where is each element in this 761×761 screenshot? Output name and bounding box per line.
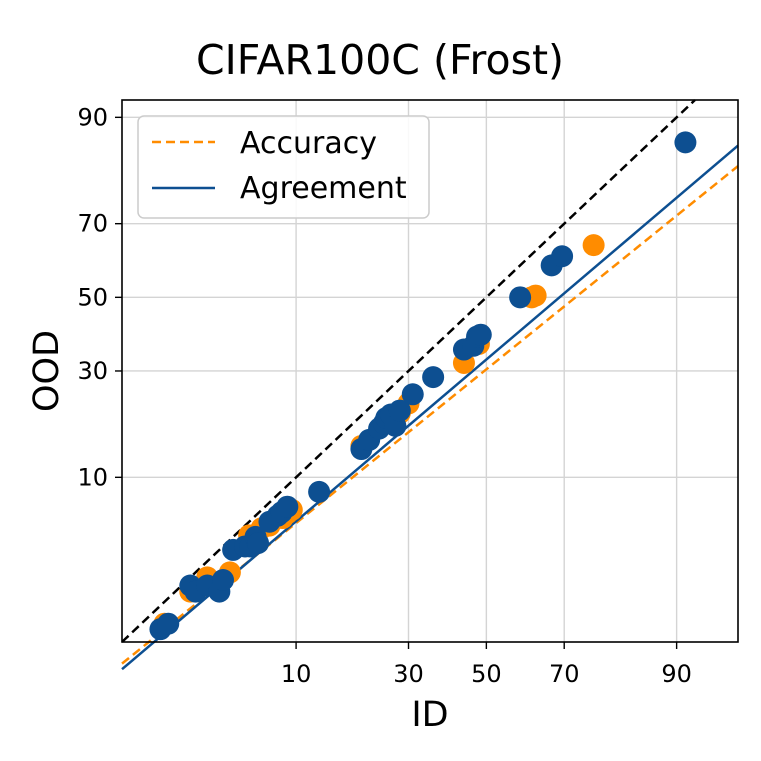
agreement-point [401,383,424,406]
y-tick-label: 70 [77,210,108,238]
legend: Accuracy Agreement [137,115,430,219]
y-tick-label: 90 [77,103,108,131]
diagonal-line [121,99,696,643]
x-tick-label: 30 [393,660,424,688]
agreement-point [157,612,180,635]
reference-diagonal [121,99,696,643]
y-tick-label: 50 [77,283,108,311]
axis-ticks: 10 30 50 70 90 10 30 50 70 90 [77,103,691,688]
x-tick-label: 90 [661,660,692,688]
agreement-points [149,131,697,641]
agreement-point [276,495,299,518]
agreement-point [674,131,697,154]
legend-accuracy-label: Accuracy [240,126,377,161]
y-axis-label: OOD [27,330,67,412]
agreement-point [247,532,270,555]
accuracy-point [582,234,605,257]
chart-title: CIFAR100C (Frost) [196,36,564,84]
agreement-point [509,286,532,309]
agreement-point [308,480,331,503]
agreement-point [469,323,492,346]
y-tick-label: 30 [77,357,108,385]
agreement-point [212,569,235,592]
agreement-point [422,366,445,389]
x-axis-label: ID [411,695,448,735]
legend-agreement-label: Agreement [240,171,407,206]
x-tick-label: 10 [281,660,312,688]
x-tick-label: 50 [471,660,502,688]
x-tick-label: 70 [549,660,580,688]
agreement-point [388,399,411,422]
agreement-point [551,245,574,268]
y-tick-label: 10 [77,463,108,491]
